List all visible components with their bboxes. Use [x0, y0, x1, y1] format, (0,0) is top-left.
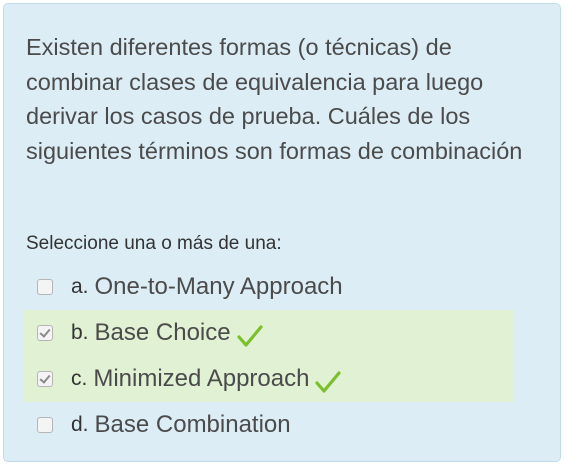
answer-label: Minimized Approach — [93, 365, 310, 392]
answer-label: Base Combination — [94, 411, 291, 438]
answer-checkbox-c[interactable] — [37, 371, 53, 387]
check-mark-icon — [315, 371, 342, 393]
answer-letter: c. — [71, 367, 88, 390]
question-card: Existen diferentes formas (o técnicas) d… — [3, 3, 561, 462]
answer-letter: d. — [71, 413, 89, 436]
answer-label: One-to-Many Approach — [94, 273, 343, 300]
answer-letter: b. — [71, 321, 89, 344]
answer-option-d[interactable]: d. Base Combination — [23, 402, 513, 448]
answer-letter: a. — [71, 275, 89, 298]
answer-prompt: Seleccione una o más de una: — [26, 233, 282, 254]
answer-label: Base Choice — [94, 319, 231, 346]
answer-checkbox-d[interactable] — [37, 417, 53, 433]
check-mark-icon — [236, 325, 263, 347]
question-text: Existen diferentes formas (o técnicas) d… — [26, 34, 523, 164]
answer-option-a[interactable]: a. One-to-Many Approach — [23, 264, 513, 310]
answer-option-b[interactable]: b. Base Choice — [23, 310, 513, 356]
answer-checkbox-a[interactable] — [37, 279, 53, 295]
answer-checkbox-b[interactable] — [37, 325, 53, 341]
answer-list: a. One-to-Many Approach b. Base Choice c… — [23, 264, 513, 448]
answer-option-c[interactable]: c. Minimized Approach — [23, 356, 513, 402]
